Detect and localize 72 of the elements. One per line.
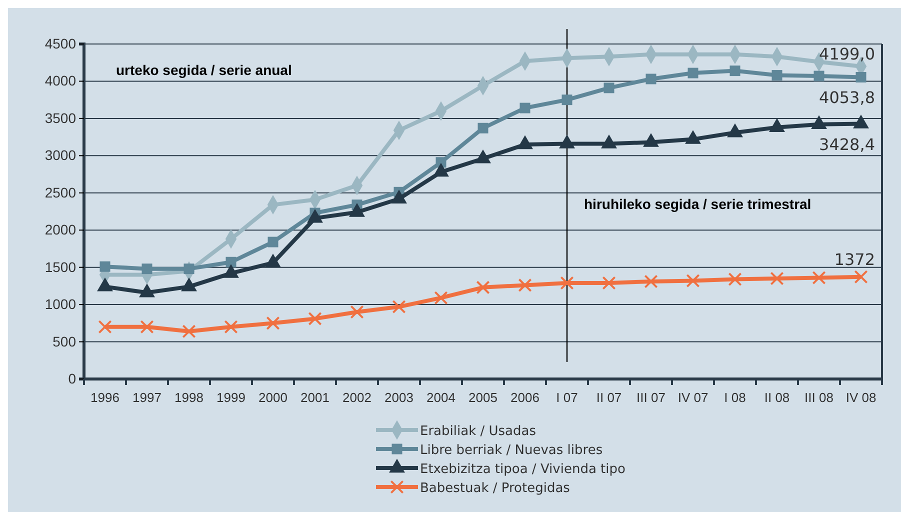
point xyxy=(140,320,154,334)
annotation: urteko segida / serie anual xyxy=(116,62,292,78)
x-tick-label: I 08 xyxy=(724,390,746,406)
point xyxy=(100,261,110,272)
x-tick-label: I 07 xyxy=(556,390,578,406)
point xyxy=(854,270,868,284)
x-tick-label: IV 07 xyxy=(678,390,708,406)
legend-label: Erabiliak / Usadas xyxy=(420,424,536,439)
x-tick-label: 2000 xyxy=(258,390,288,406)
point xyxy=(266,316,280,330)
point xyxy=(224,320,238,334)
y-tick-label: 1000 xyxy=(44,296,76,312)
point xyxy=(688,68,698,78)
point xyxy=(646,74,656,84)
x-tick-label: 2005 xyxy=(468,390,498,406)
point xyxy=(770,272,784,286)
data-label: 4053,8 xyxy=(819,88,875,108)
point xyxy=(520,102,530,114)
point xyxy=(730,66,740,76)
x-tick-label: 1998 xyxy=(174,390,204,406)
point xyxy=(98,320,112,334)
y-tick-label: 3000 xyxy=(44,147,76,164)
legend-label: Etxebizitza tipoa / Vivienda tipo xyxy=(420,462,626,477)
point xyxy=(518,278,532,292)
point xyxy=(814,70,824,82)
x-tick-label: 2001 xyxy=(300,390,330,406)
x-tick-label: 2002 xyxy=(342,390,372,406)
x-tick-label: 2006 xyxy=(510,390,540,406)
point xyxy=(392,300,406,314)
point xyxy=(644,274,658,288)
point xyxy=(308,312,322,326)
x-tick-label: II 07 xyxy=(596,390,622,406)
point xyxy=(856,72,866,82)
point xyxy=(772,70,782,81)
x-tick-label: 2004 xyxy=(426,390,456,406)
y-tick-label: 1500 xyxy=(44,258,76,275)
x-tick-label: 1996 xyxy=(90,390,120,406)
y-tick-label: 3500 xyxy=(44,110,76,126)
point xyxy=(478,122,488,134)
x-tick-label: IV 08 xyxy=(846,390,876,406)
point xyxy=(350,305,364,319)
point xyxy=(268,236,278,248)
x-tick-label: III 08 xyxy=(804,390,834,406)
legend-label: Babestuak / Protegidas xyxy=(420,481,570,496)
point xyxy=(604,82,614,94)
data-label: 3428,4 xyxy=(819,134,875,154)
point xyxy=(562,94,572,106)
point xyxy=(184,264,194,274)
x-tick-label: 2003 xyxy=(384,390,414,406)
y-tick-label: 0 xyxy=(68,370,76,386)
x-tick-label: 1999 xyxy=(216,390,246,406)
point xyxy=(434,291,448,305)
y-tick-label: 4500 xyxy=(44,35,76,52)
point xyxy=(812,270,826,285)
data-label: 4199,0 xyxy=(819,44,875,64)
y-tick-label: 2500 xyxy=(44,184,76,200)
y-tick-label: 4000 xyxy=(44,72,76,89)
point xyxy=(142,264,152,274)
x-tick-label: III 07 xyxy=(636,390,666,406)
point xyxy=(728,272,742,286)
legend-label: Libre berriak / Nuevas libres xyxy=(420,443,603,458)
x-tick-label: 1997 xyxy=(132,390,162,406)
point xyxy=(560,276,574,290)
point xyxy=(476,280,490,294)
y-tick-label: 500 xyxy=(52,333,76,350)
data-label: 1372 xyxy=(834,250,875,269)
x-tick-label: II 08 xyxy=(764,390,790,406)
annotation: hiruhileko segida / serie trimestral xyxy=(584,196,812,212)
y-tick-label: 2000 xyxy=(44,222,76,238)
point xyxy=(182,324,196,338)
point xyxy=(686,274,700,288)
point xyxy=(602,276,616,290)
